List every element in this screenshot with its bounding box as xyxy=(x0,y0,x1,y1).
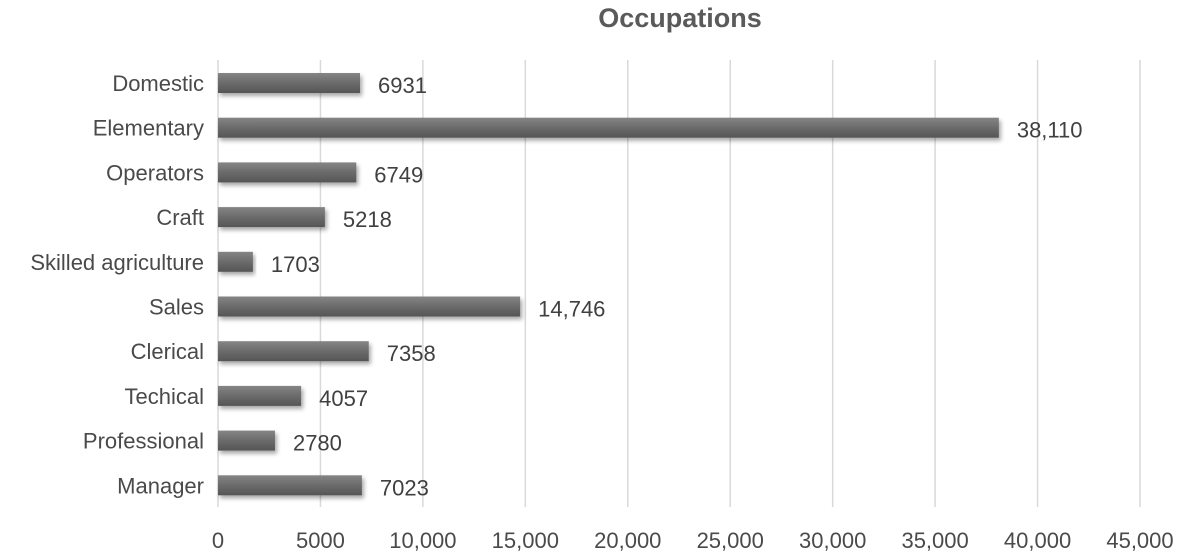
category-label: Domestic xyxy=(112,71,204,96)
x-tick-label: 10,000 xyxy=(389,528,456,553)
bar xyxy=(218,73,361,93)
bars xyxy=(218,73,999,496)
data-label: 6749 xyxy=(374,162,423,187)
x-tick-label: 25,000 xyxy=(697,528,764,553)
chart-title: Occupations xyxy=(598,3,762,33)
data-label: 38,110 xyxy=(1017,118,1083,143)
data-label: 7023 xyxy=(380,475,429,500)
category-label: Elementary xyxy=(93,116,204,141)
x-tick-label: 20,000 xyxy=(594,528,661,553)
category-label: Sales xyxy=(149,295,204,320)
x-tick-label: 5000 xyxy=(296,528,345,553)
data-label: 4057 xyxy=(319,386,368,411)
data-label: 2780 xyxy=(293,431,342,456)
bar xyxy=(218,385,302,406)
data-label: 5218 xyxy=(343,207,392,232)
category-label: Skilled agriculture xyxy=(30,250,204,275)
bar xyxy=(218,475,362,496)
x-axis-tick-labels: 0 5000 10,000 15,000 20,000 25,000 30,000 35,00… xyxy=(212,528,1174,553)
bar xyxy=(218,162,357,183)
category-label: Operators xyxy=(106,160,204,185)
data-label: 14,746 xyxy=(538,297,605,322)
data-label: 1703 xyxy=(271,252,320,277)
bar xyxy=(218,296,521,317)
category-label: Clerical xyxy=(131,339,204,364)
data-label: 6931 xyxy=(378,73,427,98)
category-labels: Domestic Elementary Operators Craft Skilled … xyxy=(30,71,204,498)
x-tick-label: 45,000 xyxy=(1106,528,1173,553)
bar xyxy=(218,251,253,272)
x-tick-label: 0 xyxy=(212,528,224,553)
x-tick-label: 35,000 xyxy=(901,528,968,553)
x-tick-label: 30,000 xyxy=(799,528,866,553)
category-label: Craft xyxy=(156,205,204,230)
x-tick-label: 40,000 xyxy=(1004,528,1071,553)
data-labels: 6931 38,110 6749 5218 1703 14,746 7358 4057 2780… xyxy=(271,73,1083,500)
bar xyxy=(218,341,369,362)
bar xyxy=(218,117,999,138)
bar xyxy=(218,207,325,228)
data-label: 7358 xyxy=(387,341,436,366)
bar xyxy=(218,430,275,451)
category-label: Techical xyxy=(125,384,204,409)
category-label: Professional xyxy=(83,429,204,454)
category-label: Manager xyxy=(117,473,204,498)
x-tick-label: 15,000 xyxy=(492,528,559,553)
